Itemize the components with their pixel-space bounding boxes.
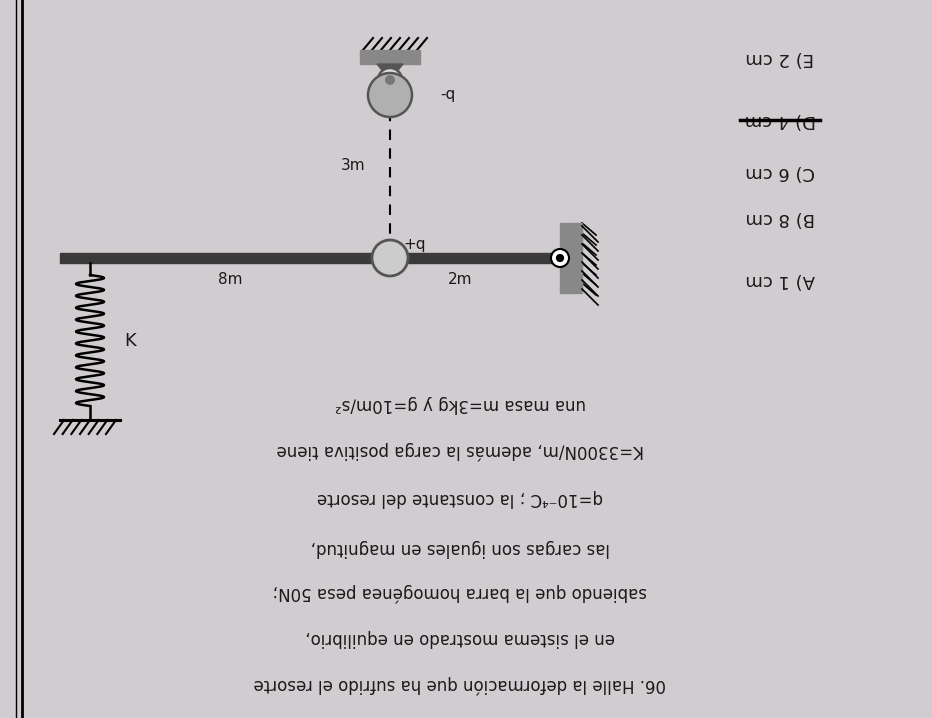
Text: D) 4 cm: D) 4 cm	[745, 111, 816, 129]
Text: K: K	[124, 332, 136, 350]
Text: sabiendo que la barra homogénea pesa 50N;: sabiendo que la barra homogénea pesa 50N…	[273, 583, 648, 601]
Text: una masa m=3kg y g=10m/s²: una masa m=3kg y g=10m/s²	[335, 395, 585, 413]
Polygon shape	[377, 64, 403, 80]
Text: q=10⁻⁴C ; la constante del resorte: q=10⁻⁴C ; la constante del resorte	[317, 489, 603, 507]
Text: E) 2 cm: E) 2 cm	[746, 49, 815, 67]
Text: 06. Halle la deformación que ha sufrido el resorte: 06. Halle la deformación que ha sufrido …	[254, 675, 666, 694]
Circle shape	[556, 255, 564, 261]
Circle shape	[551, 249, 569, 267]
Text: C) 6 cm: C) 6 cm	[745, 163, 815, 181]
Circle shape	[378, 68, 402, 92]
Text: en el sistema mostrado en equilibrio,: en el sistema mostrado en equilibrio,	[305, 629, 615, 647]
Text: -q: -q	[440, 88, 455, 103]
Bar	[560, 223, 582, 293]
Bar	[360, 50, 420, 64]
Circle shape	[368, 73, 412, 117]
Text: +q: +q	[404, 238, 426, 253]
Text: 8m: 8m	[218, 273, 242, 287]
Text: 2m: 2m	[447, 273, 473, 287]
Circle shape	[386, 76, 394, 84]
Text: K=3300N/m, además la carga positiva tiene: K=3300N/m, además la carga positiva tien…	[276, 441, 644, 460]
Text: A) 1 cm: A) 1 cm	[746, 271, 815, 289]
Text: B) 8 cm: B) 8 cm	[746, 209, 815, 227]
Text: las cargas son iguales en magnitud,: las cargas son iguales en magnitud,	[310, 539, 610, 557]
Circle shape	[372, 240, 408, 276]
Text: 3m: 3m	[340, 159, 365, 174]
Bar	[60, 253, 560, 263]
